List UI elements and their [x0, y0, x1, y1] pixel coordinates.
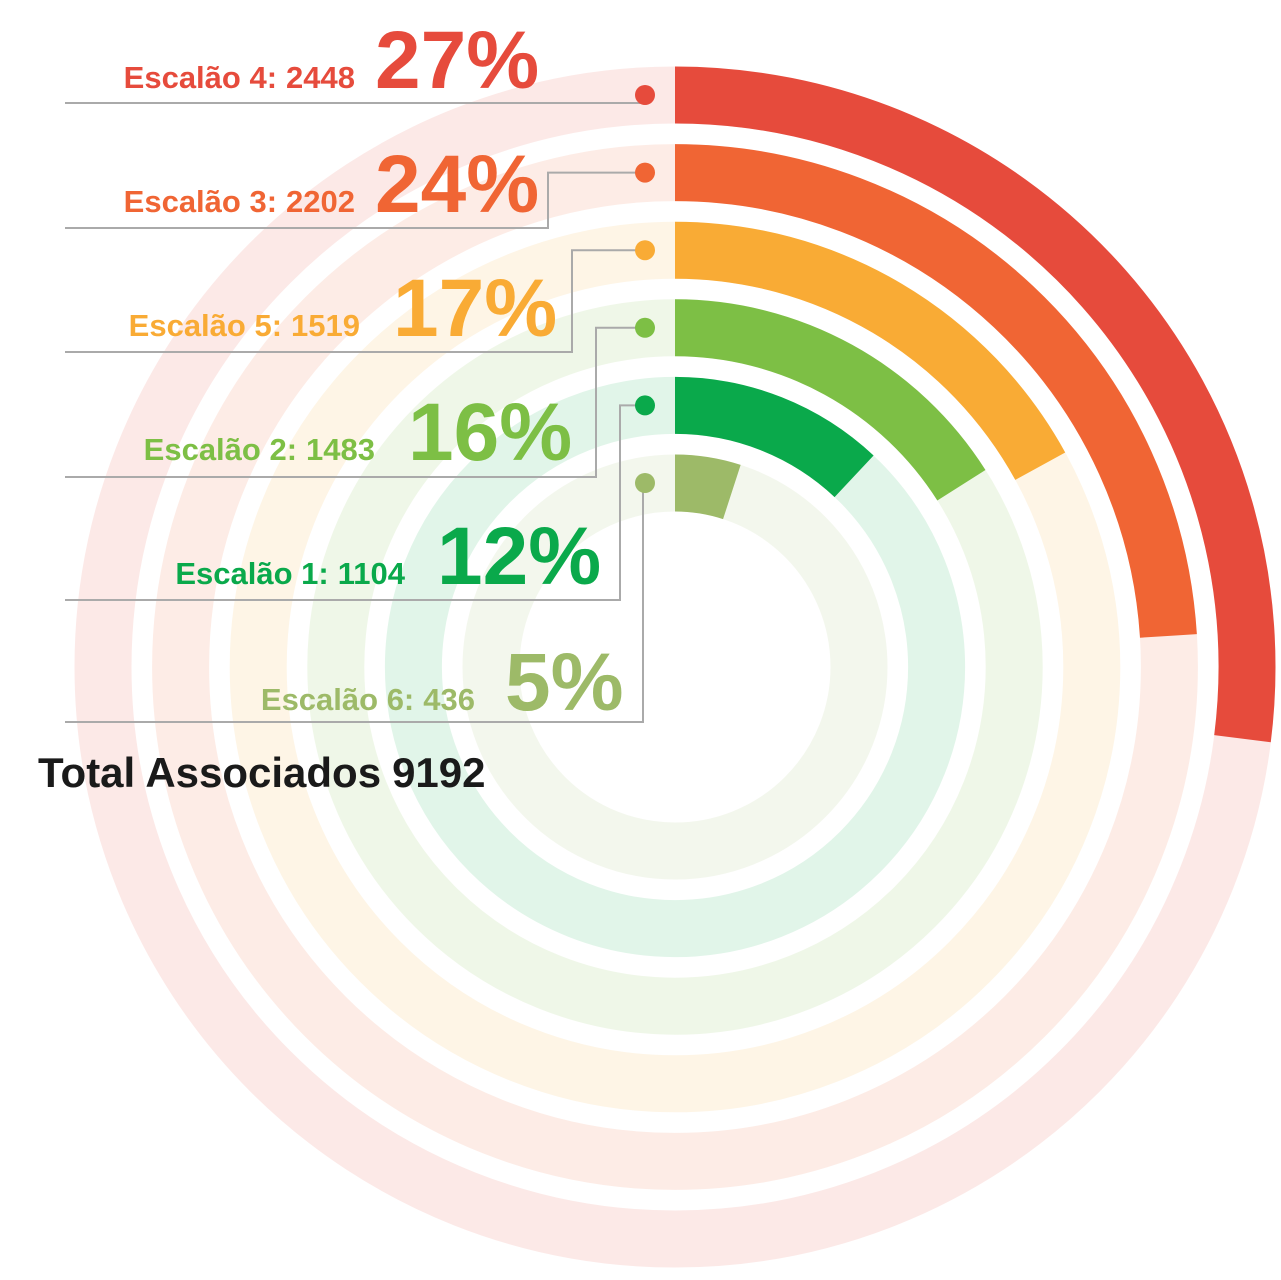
total: Total Associados 9192 — [38, 749, 486, 796]
percent-label: 27% — [375, 15, 539, 106]
series-name: Escalão 3: — [124, 184, 277, 219]
leader-dot — [635, 395, 655, 416]
series-count: 1104 — [338, 556, 406, 591]
arc-bar — [674, 221, 1066, 481]
percent-label: 12% — [437, 511, 601, 602]
percent-label: 16% — [408, 387, 572, 478]
series-label: Escalão 6: 436 — [261, 682, 475, 717]
series-label: Escalão 1: 1104 — [175, 556, 405, 591]
leader-line — [65, 171, 645, 229]
series-label: Escalão 4: 2448 — [124, 60, 355, 95]
series-name: Escalão 4: — [124, 60, 277, 95]
leader-line — [65, 326, 645, 478]
series-label: Escalão 5: 1519 — [129, 308, 360, 343]
percent-label: 5% — [505, 637, 624, 728]
series-label: Escalão 3: 2202 — [124, 184, 355, 219]
series-label: Escalão 2: 1483 — [144, 432, 375, 467]
series-count: 2202 — [286, 184, 355, 219]
series-name: Escalão 5: — [129, 308, 282, 343]
arc-bar — [674, 299, 986, 501]
percent-label: 24% — [375, 139, 539, 230]
leader-dot — [635, 473, 655, 493]
leader-dot — [635, 85, 655, 105]
series-count: 1519 — [291, 308, 360, 343]
arc-bar — [674, 376, 874, 498]
arc-bar — [674, 454, 741, 520]
total-label: Total Associados — [38, 749, 381, 796]
series-name: Escalão 1: — [175, 556, 328, 591]
percent-label: 17% — [393, 263, 557, 354]
leader-dot — [635, 317, 655, 338]
leader-line — [65, 249, 645, 353]
series-name: Escalão 2: — [144, 432, 297, 467]
series-count: 2448 — [286, 60, 355, 95]
series-count: 1483 — [306, 432, 375, 467]
series-count: 436 — [423, 682, 475, 717]
leader-dot — [635, 162, 655, 183]
total-value: 9192 — [392, 749, 485, 796]
arc-bar — [674, 144, 1197, 638]
leader-line — [65, 404, 645, 601]
series-name: Escalão 6: — [261, 682, 414, 717]
arc-bar — [674, 66, 1276, 743]
leader-dot — [635, 240, 655, 261]
